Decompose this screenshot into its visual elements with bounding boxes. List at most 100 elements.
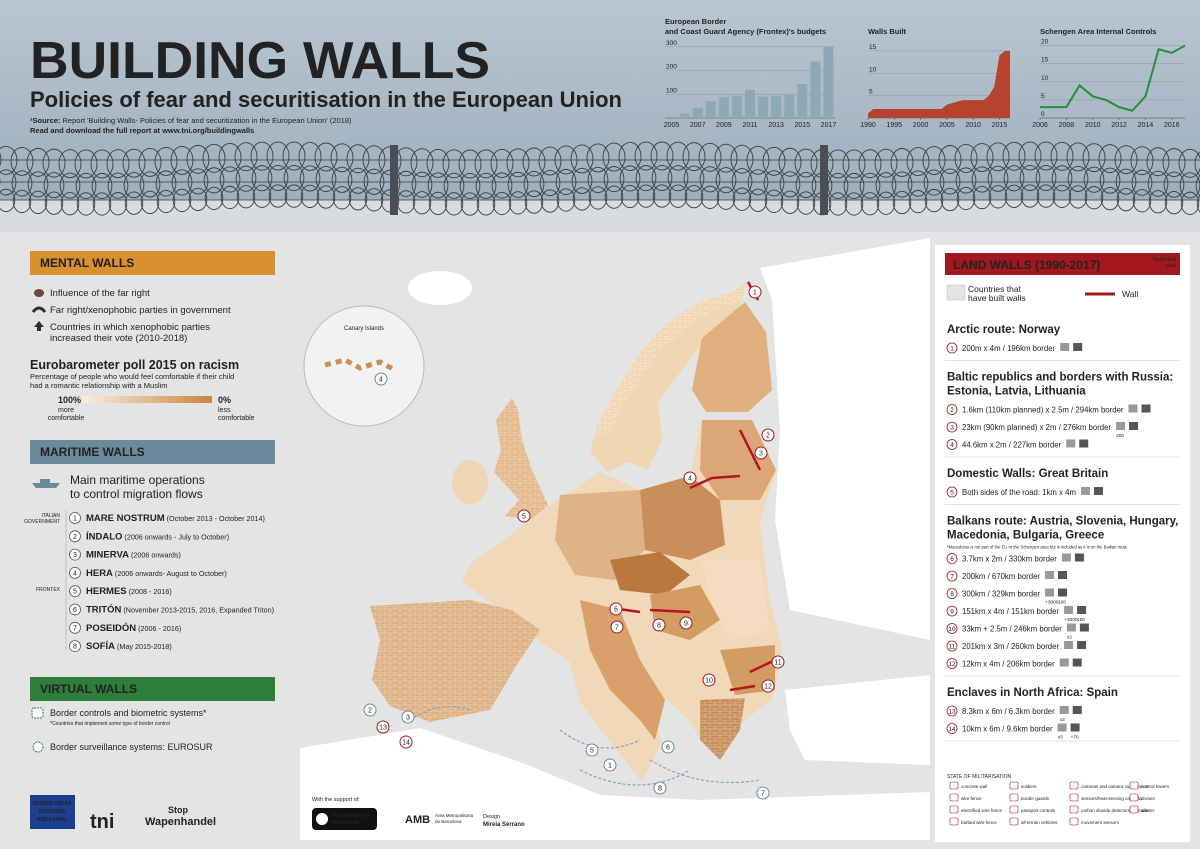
wire-coil	[154, 147, 178, 176]
bar	[679, 113, 690, 118]
wire-coil	[428, 191, 448, 216]
militarisation-icon	[1069, 817, 1079, 826]
poll-scale	[82, 396, 212, 403]
item-text: 10km x 6m / 9.6km border	[962, 725, 1053, 734]
poll-title: Eurobarometer poll 2015 on racism	[30, 358, 239, 372]
scale-high: 100%	[58, 395, 81, 405]
map-marker	[748, 285, 762, 299]
wire-coil	[922, 146, 946, 176]
bar	[718, 97, 729, 118]
delas-text: CENTRE DELÀS	[33, 800, 73, 807]
item-number: 7	[950, 574, 954, 581]
wire-coil	[155, 170, 177, 197]
map-route-number: 7	[761, 791, 765, 798]
chart-title: European Border	[665, 17, 726, 26]
iberia-bricks	[370, 600, 540, 722]
item-text: 8.3km x 6m / 6.3km border	[962, 707, 1055, 716]
wire-coil	[204, 186, 224, 211]
militarisation-icon	[949, 793, 959, 802]
wire-coil	[1002, 141, 1026, 171]
wire-coil	[348, 187, 368, 211]
wire-coil	[874, 148, 898, 178]
wire-coil	[92, 192, 112, 216]
wire-coil	[1130, 146, 1154, 176]
militarisation-label: carbon dioxide detectors for trucks	[1081, 808, 1151, 813]
wire-coil	[314, 142, 338, 172]
wire-coil	[443, 172, 465, 199]
wire-coil	[458, 149, 482, 179]
wire-coil	[698, 142, 722, 172]
wire-coil	[283, 165, 305, 192]
militarisation-icon	[949, 817, 959, 826]
wire-coil	[123, 172, 145, 199]
wire-coil	[1147, 170, 1169, 197]
great-britain-bricks	[494, 398, 548, 521]
section-title: Macedonia, Bulgaria, Greece	[947, 530, 1104, 542]
download-line: Read and download the full report at www…	[30, 126, 254, 135]
wire-coil	[794, 148, 818, 178]
wire-coil	[44, 191, 64, 215]
map-marker-number: 2	[766, 433, 770, 440]
wire-coil	[523, 170, 545, 198]
maritime-subtitle: Main maritime operations	[70, 473, 205, 487]
militarisation-icon	[1009, 793, 1019, 802]
scale-high-note: more	[58, 407, 74, 414]
item-icon	[1077, 606, 1087, 614]
map-marker-number: 14	[402, 740, 410, 747]
barcelona-mark	[316, 813, 328, 825]
map-route-marker	[401, 710, 415, 724]
biometric-note: *Countries that implement some type of b…	[50, 721, 170, 727]
wire-coil	[682, 142, 706, 172]
wire-coil	[220, 185, 240, 210]
operation-circle	[69, 640, 81, 652]
item-icon	[1074, 553, 1084, 562]
y-tick-label: 100	[666, 87, 677, 94]
x-tick-label: 2006	[1032, 122, 1048, 129]
x-tick-label: 2013	[768, 122, 784, 129]
ship-icon	[32, 479, 60, 488]
title: BUILDING WALLS	[30, 32, 490, 90]
militarisation-icon	[949, 781, 959, 790]
wire-coil	[203, 167, 225, 194]
wire-coil	[843, 172, 865, 200]
wire-coil	[732, 187, 752, 211]
wire-coil	[1146, 147, 1170, 177]
legend-text: Wall	[1122, 289, 1138, 299]
wire-coil	[0, 152, 2, 167]
wire-coil	[299, 165, 321, 192]
wire-coil	[1100, 186, 1120, 211]
wire-coil	[1082, 143, 1106, 173]
wire-coil	[1020, 184, 1040, 208]
wire-coil	[939, 168, 961, 195]
operation-period: (May 2015-2018)	[117, 642, 172, 651]
item-badge: +3000	[1064, 617, 1078, 623]
wire-coil	[43, 172, 65, 199]
wire-coil	[59, 172, 81, 199]
militarisation-label: wire fence	[961, 796, 982, 801]
wire-coil	[572, 187, 592, 211]
item-badge: 100	[1058, 600, 1066, 606]
wire-coil	[282, 141, 306, 171]
operation-circle	[69, 585, 81, 598]
item-icon	[1128, 404, 1138, 413]
wire-coil	[700, 185, 720, 209]
wire-coil	[106, 149, 130, 179]
map-route-marker	[653, 781, 667, 795]
map-marker	[683, 471, 697, 485]
wire-coil	[651, 164, 673, 192]
poland	[640, 476, 725, 560]
wire-coil	[652, 184, 672, 208]
source-line: ¹Source: Report 'Building Walls- Policie…	[30, 116, 352, 125]
x-tick-label: 2005	[939, 122, 955, 129]
wire-coil	[170, 145, 194, 175]
item-circle	[946, 623, 958, 634]
wire-coil	[122, 148, 146, 178]
wire-coil	[250, 141, 274, 171]
militarisation-icon	[1129, 805, 1139, 814]
legend-text: Countries that	[968, 284, 1022, 294]
estimated-note: *Estimated	[1152, 257, 1176, 263]
wire-coil	[156, 189, 176, 214]
wall-top	[0, 200, 1200, 232]
wire-coil	[538, 146, 562, 176]
chart-title: and Coast Guard Agency (Frontex)'s budge…	[665, 27, 826, 36]
